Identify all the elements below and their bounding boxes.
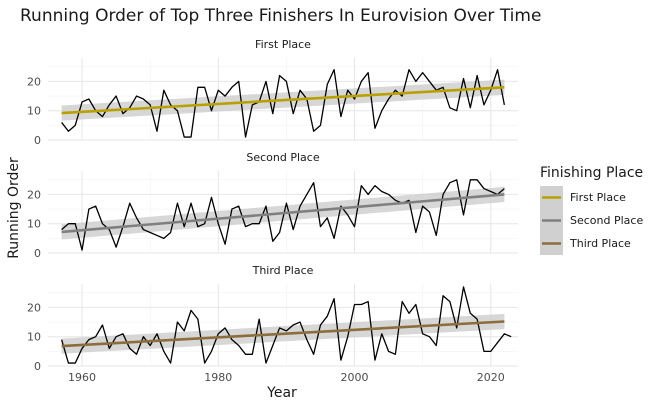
running-order-line <box>60 286 512 364</box>
running-order-line <box>61 179 505 251</box>
legend-title: Finishing Place <box>540 165 643 181</box>
x-tick-label: 2000 <box>341 371 369 384</box>
legend-entry: First Place <box>540 186 626 209</box>
y-tick-label: 10 <box>27 218 41 231</box>
panel-strip-label: Third Place <box>252 264 314 277</box>
chart-title: Running Order of Top Three Finishers In … <box>20 6 541 26</box>
y-axis-title: Running Order <box>6 157 22 259</box>
y-tick-label: 0 <box>34 247 41 260</box>
trend-line <box>61 320 505 348</box>
legend-entry: Third Place <box>540 232 631 255</box>
panel-strip-label: First Place <box>255 38 311 51</box>
legend: Finishing Place First Place Second Place T… <box>540 165 643 255</box>
panel-1: First Place 0 10 20 <box>27 38 518 147</box>
legend-entry: Second Place <box>540 209 643 232</box>
x-axis-title: Year <box>266 385 297 401</box>
y-tick-label: 0 <box>34 134 41 147</box>
legend-label: Third Place <box>569 237 631 250</box>
y-tick-label: 0 <box>34 360 41 373</box>
x-tick-label: 1980 <box>204 371 232 384</box>
y-tick-label: 20 <box>27 75 41 88</box>
y-tick-label: 10 <box>27 105 41 118</box>
running-order-line <box>61 69 506 138</box>
panel-3: Third Place 0 10 20 <box>27 264 518 373</box>
legend-label: Second Place <box>570 214 643 227</box>
panel-strip-label: Second Place <box>246 151 319 164</box>
y-tick-label: 20 <box>27 188 41 201</box>
y-tick-label: 10 <box>27 331 41 344</box>
legend-label: First Place <box>570 191 626 204</box>
trend-line <box>61 193 505 234</box>
y-tick-label: 20 <box>27 301 41 314</box>
panel-2: Second Place 0 10 20 <box>27 151 518 260</box>
x-tick-label: 2020 <box>477 371 505 384</box>
trend-line <box>61 85 505 115</box>
x-tick-label: 1960 <box>68 371 96 384</box>
